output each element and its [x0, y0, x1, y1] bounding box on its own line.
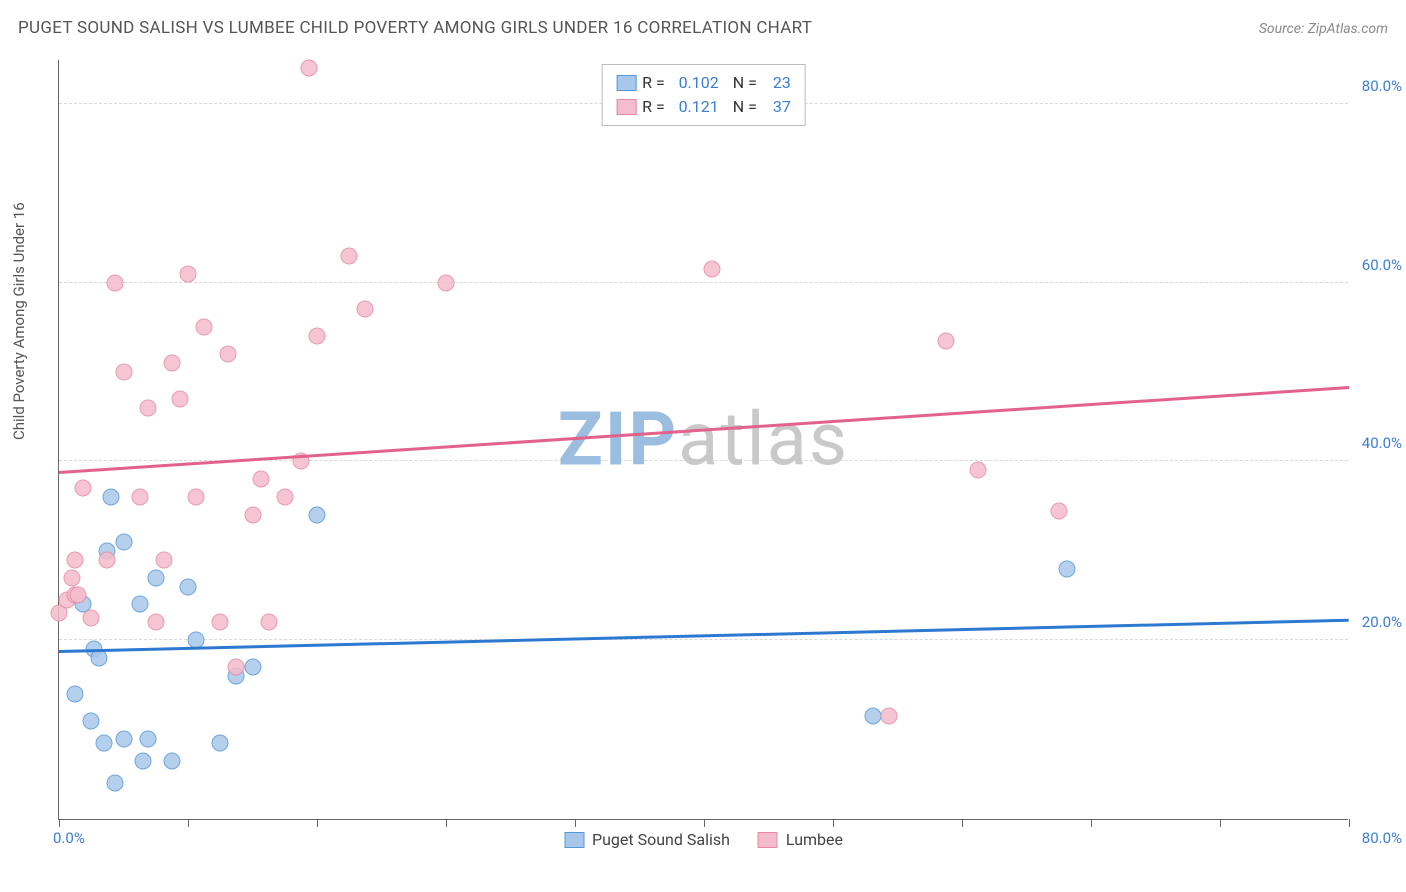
point-salish	[865, 708, 882, 725]
swatch-salish	[616, 75, 636, 91]
point-lumbee	[252, 471, 269, 488]
scatter-plot: ZIPatlas R = 0.102 N = 23 R = 0.121 N = …	[58, 60, 1348, 820]
point-salish	[67, 685, 84, 702]
x-tick	[446, 819, 447, 827]
point-lumbee	[171, 390, 188, 407]
point-salish	[163, 752, 180, 769]
trend-line-salish	[59, 619, 1349, 653]
swatch-salish	[564, 832, 584, 848]
chart-source: Source: ZipAtlas.com	[1259, 21, 1388, 37]
x-tick	[317, 819, 318, 827]
x-tick	[1091, 819, 1092, 827]
x-tick	[59, 819, 60, 827]
x-axis-label: 80.0%	[1362, 829, 1402, 847]
x-tick	[962, 819, 963, 827]
point-lumbee	[937, 332, 954, 349]
point-lumbee	[115, 363, 132, 380]
y-tick-label: 20.0%	[1352, 613, 1402, 631]
x-tick	[575, 819, 576, 827]
y-tick-label: 60.0%	[1352, 256, 1402, 274]
swatch-lumbee	[616, 99, 636, 115]
correlation-legend: R = 0.102 N = 23 R = 0.121 N = 37	[601, 64, 806, 126]
point-lumbee	[196, 319, 213, 336]
point-lumbee	[228, 659, 245, 676]
point-salish	[131, 596, 148, 613]
y-tick-label: 80.0%	[1352, 77, 1402, 95]
swatch-lumbee	[758, 832, 778, 848]
point-lumbee	[63, 569, 80, 586]
point-lumbee	[438, 274, 455, 291]
point-lumbee	[67, 551, 84, 568]
point-salish	[1058, 560, 1075, 577]
gridline	[59, 639, 1348, 640]
legend-row-lumbee: R = 0.121 N = 37	[616, 95, 791, 119]
point-lumbee	[276, 489, 293, 506]
y-axis-label: Child Poverty Among Girls Under 16	[10, 202, 28, 440]
point-lumbee	[244, 507, 261, 524]
point-lumbee	[131, 489, 148, 506]
point-salish	[309, 507, 326, 524]
x-tick	[833, 819, 834, 827]
legend-label-salish: Puget Sound Salish	[592, 830, 730, 849]
point-lumbee	[188, 489, 205, 506]
point-lumbee	[75, 480, 92, 497]
r-lumbee: 0.121	[671, 95, 719, 119]
point-lumbee	[309, 328, 326, 345]
chart-title: PUGET SOUND SALISH VS LUMBEE CHILD POVER…	[18, 18, 812, 38]
point-lumbee	[155, 551, 172, 568]
legend-label-lumbee: Lumbee	[786, 830, 843, 849]
point-salish	[244, 659, 261, 676]
point-lumbee	[107, 274, 124, 291]
point-salish	[147, 569, 164, 586]
point-lumbee	[139, 399, 156, 416]
x-tick	[1349, 819, 1350, 827]
point-lumbee	[99, 551, 116, 568]
point-lumbee	[1050, 502, 1067, 519]
point-salish	[83, 712, 100, 729]
point-lumbee	[180, 265, 197, 282]
point-lumbee	[704, 261, 721, 278]
point-lumbee	[260, 614, 277, 631]
n-lumbee: 37	[763, 95, 791, 119]
point-lumbee	[357, 301, 374, 318]
point-salish	[102, 489, 119, 506]
point-lumbee	[881, 708, 898, 725]
point-lumbee	[300, 59, 317, 76]
point-lumbee	[147, 614, 164, 631]
point-salish	[107, 775, 124, 792]
n-salish: 23	[763, 71, 791, 95]
r-salish: 0.102	[671, 71, 719, 95]
y-tick-label: 40.0%	[1352, 434, 1402, 452]
point-lumbee	[83, 609, 100, 626]
point-lumbee	[970, 462, 987, 479]
point-lumbee	[220, 346, 237, 363]
point-lumbee	[70, 587, 87, 604]
legend-item-salish: Puget Sound Salish	[564, 830, 730, 849]
point-salish	[115, 533, 132, 550]
point-salish	[134, 752, 151, 769]
x-tick	[1220, 819, 1221, 827]
point-salish	[180, 578, 197, 595]
series-legend: Puget Sound Salish Lumbee	[564, 830, 843, 849]
x-tick	[188, 819, 189, 827]
point-salish	[139, 730, 156, 747]
point-lumbee	[163, 355, 180, 372]
legend-row-salish: R = 0.102 N = 23	[616, 71, 791, 95]
watermark-light: atlas	[678, 396, 849, 483]
point-salish	[96, 735, 113, 752]
x-axis-label: 0.0%	[53, 829, 85, 847]
legend-item-lumbee: Lumbee	[758, 830, 843, 849]
point-salish	[115, 730, 132, 747]
gridline	[59, 282, 1348, 283]
x-tick	[704, 819, 705, 827]
point-lumbee	[212, 614, 229, 631]
point-salish	[212, 735, 229, 752]
watermark: ZIPatlas	[558, 396, 849, 483]
point-lumbee	[341, 247, 358, 264]
